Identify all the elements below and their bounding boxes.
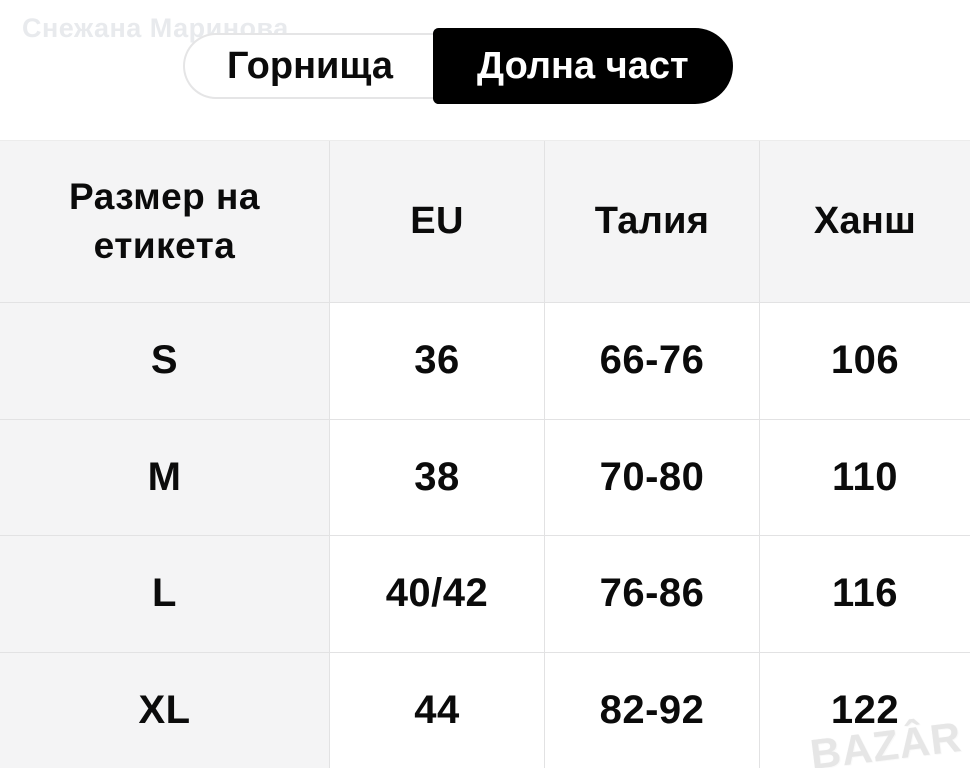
- row-xl-hips: 122: [760, 652, 970, 768]
- row-xl-eu: 44: [330, 652, 545, 768]
- row-s-hips: 106: [760, 303, 970, 420]
- column-header-size-label-text: Размер на етикета: [69, 175, 260, 266]
- row-m-hips: 110: [760, 419, 970, 536]
- tab-tops[interactable]: Горнища: [183, 33, 436, 99]
- column-header-waist: Талия: [545, 141, 760, 303]
- row-m-waist: 70-80: [545, 419, 760, 536]
- row-m-size-label: M: [0, 419, 330, 536]
- tab-bottoms[interactable]: Долна част: [433, 28, 733, 104]
- row-l-waist: 76-86: [545, 536, 760, 653]
- row-l-hips: 116: [760, 536, 970, 653]
- row-xl-waist: 82-92: [545, 652, 760, 768]
- category-segmented-control: Горнища Долна част: [183, 28, 733, 104]
- size-table: Размер на етикета EU Талия Ханш S 36 66-…: [0, 140, 970, 768]
- row-l-eu: 40/42: [330, 536, 545, 653]
- column-header-size-label: Размер на етикета: [0, 141, 330, 303]
- row-m-eu: 38: [330, 419, 545, 536]
- row-xl-size-label: XL: [0, 652, 330, 768]
- column-header-eu: EU: [330, 141, 545, 303]
- row-s-size-label: S: [0, 303, 330, 420]
- row-s-eu: 36: [330, 303, 545, 420]
- row-s-waist: 66-76: [545, 303, 760, 420]
- column-header-hips: Ханш: [760, 141, 970, 303]
- row-l-size-label: L: [0, 536, 330, 653]
